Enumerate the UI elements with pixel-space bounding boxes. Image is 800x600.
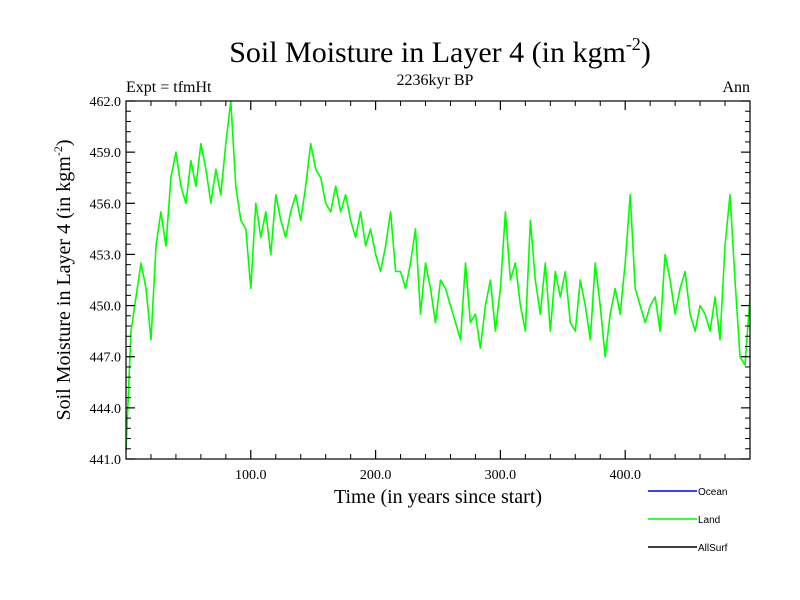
series-line-land bbox=[125, 100, 751, 451]
x-tick-label: 100.0 bbox=[235, 468, 267, 483]
legend-label-allsurf: AllSurf bbox=[698, 543, 728, 554]
legend-label-land: Land bbox=[698, 515, 720, 526]
x-axis-label: Time (in years since start) bbox=[334, 486, 542, 508]
plot-frame bbox=[125, 100, 751, 460]
x-tick-label: 400.0 bbox=[609, 468, 641, 483]
y-tick-label: 444.0 bbox=[90, 402, 122, 417]
chart-title-sup: -2 bbox=[626, 34, 641, 54]
y-axis-label-close: ) bbox=[53, 139, 75, 146]
chart-title-text: Soil Moisture in Layer 4 (in kgm bbox=[229, 36, 626, 69]
x-tick-label: 200.0 bbox=[360, 468, 392, 483]
chart-title: Soil Moisture in Layer 4 (in kgm-2) bbox=[229, 34, 651, 69]
y-tick-label: 462.0 bbox=[90, 95, 122, 110]
season-label: Ann bbox=[722, 79, 750, 96]
x-tick-label: 300.0 bbox=[485, 468, 517, 483]
y-axis-label-sup: -2 bbox=[51, 146, 65, 156]
legend: Ocean Land AllSurf bbox=[648, 487, 728, 554]
expt-label: Expt = tfmHt bbox=[126, 79, 212, 96]
chart-title-close: ) bbox=[641, 36, 651, 69]
legend-label-ocean: Ocean bbox=[698, 487, 727, 498]
y-tick-label: 450.0 bbox=[90, 300, 122, 315]
axis-ticks: 100.0 200.0 300.0 400.0 441.0 444.0 447.0 450.0… bbox=[90, 95, 750, 483]
y-tick-label: 441.0 bbox=[90, 453, 122, 468]
y-tick-label: 456.0 bbox=[90, 197, 122, 212]
y-axis-label-text: Soil Moisture in Layer 4 (in kgm bbox=[53, 156, 75, 421]
chart-subtitle: 2236kyr BP bbox=[397, 72, 474, 89]
y-tick-label: 459.0 bbox=[90, 146, 122, 161]
y-tick-label: 447.0 bbox=[90, 351, 122, 366]
y-axis-label: Soil Moisture in Layer 4 (in kgm-2) bbox=[51, 139, 75, 420]
y-tick-label: 453.0 bbox=[90, 248, 122, 263]
